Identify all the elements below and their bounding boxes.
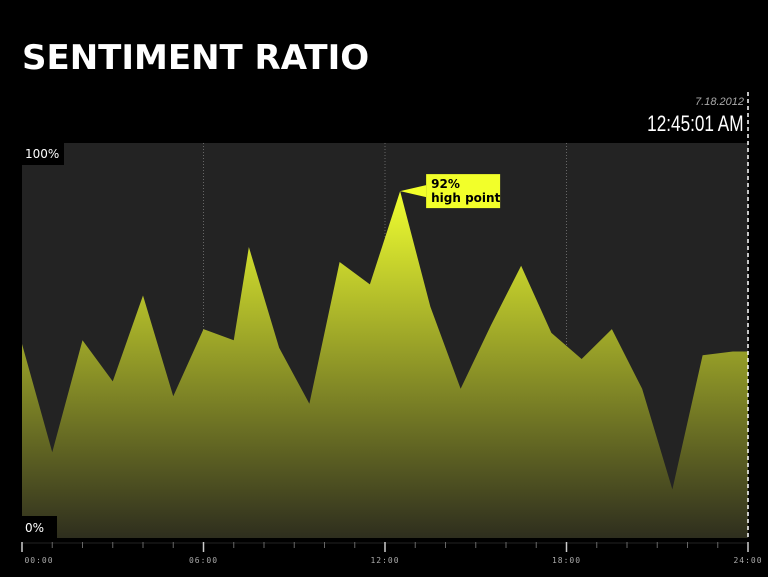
annotation-value: 92% bbox=[431, 177, 460, 191]
y-label-bg bbox=[22, 516, 57, 538]
date-label: 7.18.2012 bbox=[695, 96, 744, 108]
time-label: 12:45:01 AM bbox=[647, 111, 744, 136]
annotation-label: high point bbox=[431, 191, 500, 205]
x-tick-label: 00:00 bbox=[24, 556, 53, 565]
x-tick-label: 18:00 bbox=[552, 556, 581, 565]
x-tick-label: 24:00 bbox=[733, 556, 762, 565]
x-tick-label: 06:00 bbox=[189, 556, 218, 565]
sentiment-area bbox=[22, 191, 748, 539]
chart-title: SENTIMENT RATIO bbox=[22, 38, 370, 78]
high-point-annotation: 92%high point bbox=[400, 174, 501, 209]
x-tick-label: 12:00 bbox=[370, 556, 399, 565]
y-label-bg bbox=[22, 143, 64, 165]
y-tick-label-top: 100% bbox=[25, 147, 59, 161]
y-tick-label-bottom: 0% bbox=[25, 521, 44, 535]
annotation-box bbox=[426, 174, 501, 209]
annotation-pointer bbox=[400, 185, 427, 198]
